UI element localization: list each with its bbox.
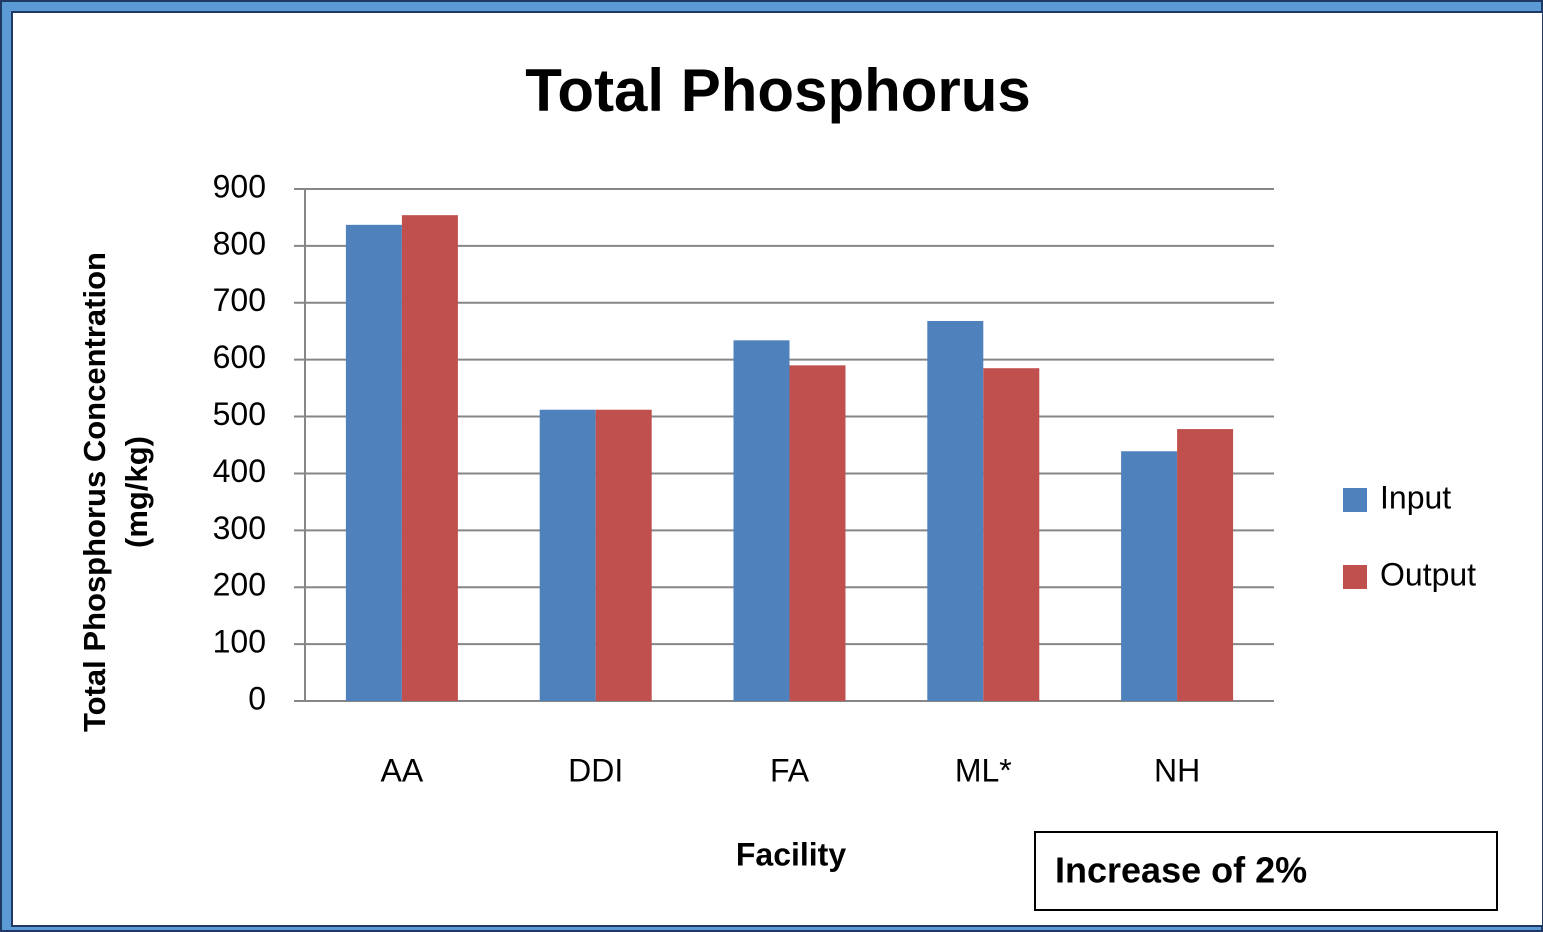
bar	[539, 409, 596, 701]
y-tick-label: 500	[213, 396, 266, 432]
legend-label: Input	[1380, 479, 1451, 515]
bar	[983, 368, 1040, 701]
legend-label: Output	[1380, 556, 1476, 592]
bar	[1121, 451, 1178, 701]
y-tick-label: 900	[213, 168, 266, 204]
y-tick-label: 100	[213, 624, 266, 660]
x-tick-label: NH	[1154, 752, 1200, 788]
chart-title: Total Phosphorus	[525, 57, 1031, 124]
y-axis-label: Total Phosphorus Concentration (mg/kg)	[77, 252, 154, 732]
bar	[927, 320, 984, 701]
legend-swatch	[1343, 565, 1367, 589]
annotation-box	[1034, 831, 1498, 911]
y-tick-label: 0	[248, 680, 266, 716]
y-tick-label: 200	[213, 567, 266, 603]
x-tick-label: AA	[381, 752, 424, 788]
legend-swatch	[1343, 488, 1367, 512]
x-tick-label: DDI	[568, 752, 623, 788]
annotation: Increase of 2%	[1055, 850, 1307, 891]
y-tick-label: 300	[213, 510, 266, 546]
bar	[1177, 429, 1234, 701]
y-tick-label: 800	[213, 225, 266, 261]
y-tick-label: 700	[213, 282, 266, 318]
y-axis-label-line: Total Phosphorus Concentration	[77, 252, 112, 732]
bar	[789, 365, 846, 701]
bar	[345, 224, 402, 701]
bar	[401, 215, 458, 701]
x-tick-label: FA	[770, 752, 810, 788]
bar	[595, 409, 652, 701]
x-tick-label: ML*	[955, 752, 1012, 788]
x-axis-label: Facility	[736, 836, 846, 872]
y-axis-label-line: (mg/kg)	[119, 436, 154, 548]
y-tick-label: 400	[213, 453, 266, 489]
bar	[733, 340, 790, 701]
y-tick-label: 600	[213, 339, 266, 375]
